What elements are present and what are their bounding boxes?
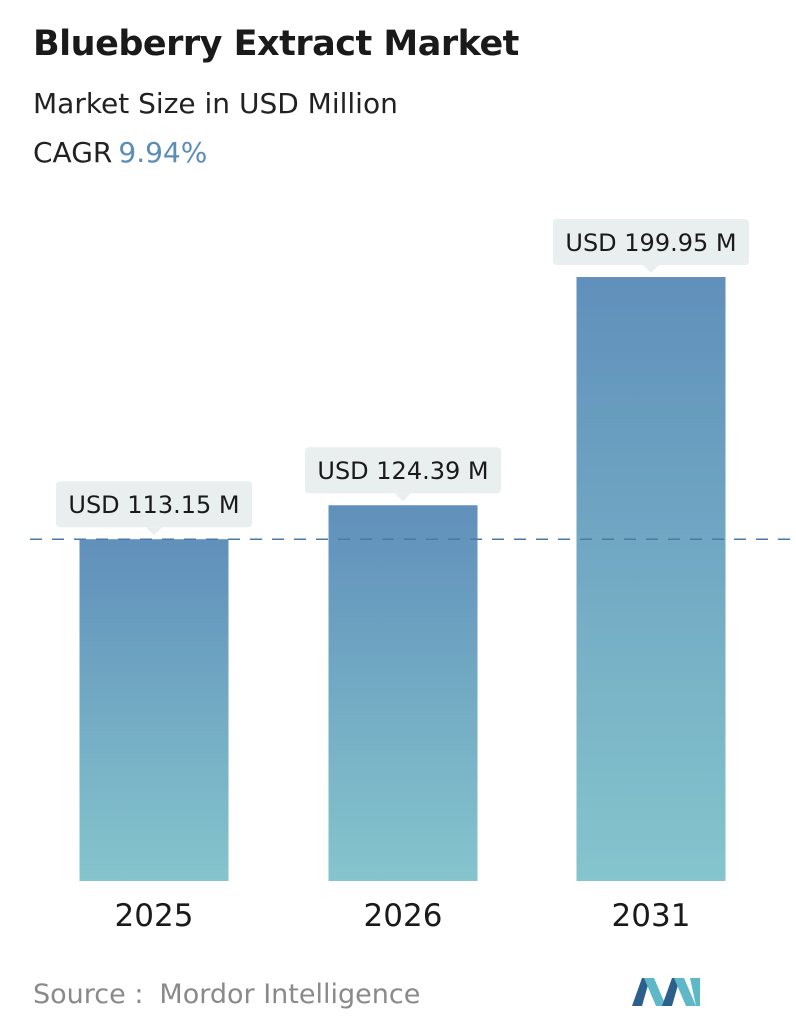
chart-subtitle: Market Size in USD Million bbox=[33, 87, 398, 120]
value-label-2025: USD 113.15 M bbox=[56, 481, 252, 536]
cagr-line: CAGR 9.94% bbox=[33, 136, 207, 169]
chart-title: Blueberry Extract Market bbox=[33, 24, 519, 64]
source-line: Source : Mordor Intelligence bbox=[33, 979, 420, 1010]
mordor-intelligence-logo-icon bbox=[632, 978, 700, 1006]
value-label-bg bbox=[553, 219, 749, 265]
value-label-2026: USD 124.39 M bbox=[305, 447, 501, 502]
cagr-value: 9.94% bbox=[118, 136, 208, 169]
x-tick-label-2025: 2025 bbox=[115, 898, 194, 934]
value-label-text: USD 113.15 M bbox=[68, 491, 239, 519]
value-label-bg bbox=[56, 481, 252, 528]
value-label-text: USD 199.95 M bbox=[565, 229, 736, 257]
value-label-pointer bbox=[146, 527, 162, 536]
value-label-pointer bbox=[643, 265, 659, 273]
value-label-2031: USD 199.95 M bbox=[553, 219, 749, 273]
value-label-pointer bbox=[395, 493, 411, 502]
bar-2031 bbox=[576, 277, 726, 881]
source-name: Mordor Intelligence bbox=[159, 979, 421, 1010]
source-label: Source : bbox=[33, 979, 144, 1010]
bar-2025 bbox=[79, 539, 229, 881]
value-label-bg bbox=[305, 447, 501, 494]
value-label-text: USD 124.39 M bbox=[317, 457, 488, 485]
x-tick-label-2031: 2031 bbox=[612, 898, 691, 934]
x-tick-label-2026: 2026 bbox=[364, 898, 443, 934]
cagr-label: CAGR bbox=[33, 136, 113, 169]
bar-2026 bbox=[328, 505, 478, 881]
bar-chart: USD 113.15 M 2025 USD 124.39 M 2026 USD 199.… bbox=[30, 219, 796, 934]
